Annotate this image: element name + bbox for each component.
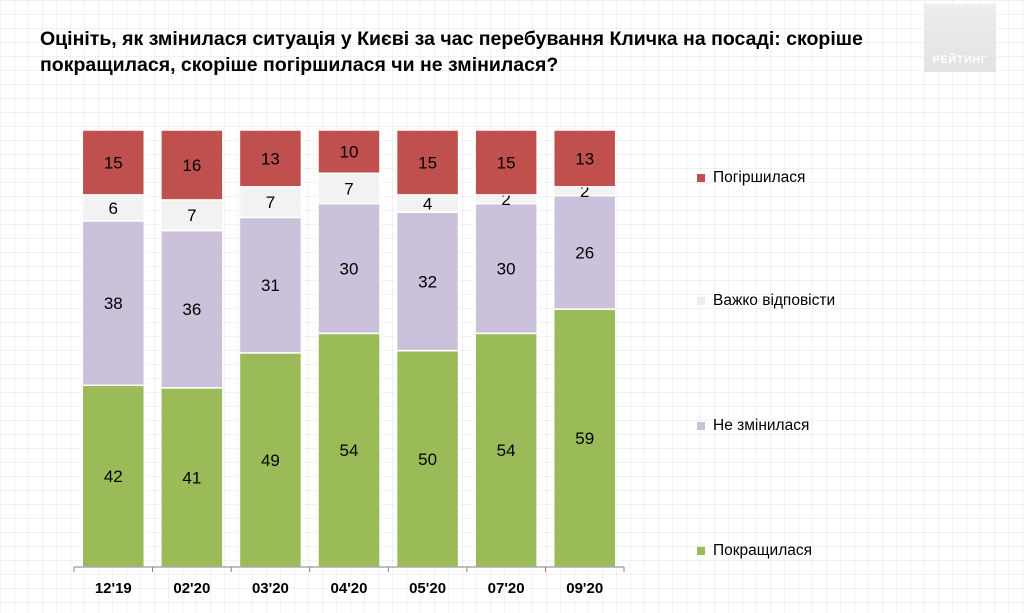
- data-label-improved-1: 41: [182, 468, 201, 487]
- legend-item-hard_to_say: Важко відповісти: [697, 291, 835, 311]
- data-label-worse-3: 10: [340, 143, 359, 162]
- bar-segment-improved-0: [81, 384, 146, 568]
- data-label-unchanged-1: 36: [182, 300, 201, 319]
- bar-segment-improved-4: [395, 349, 460, 568]
- data-label-improved-0: 42: [104, 467, 123, 486]
- data-label-worse-5: 15: [497, 153, 516, 172]
- data-label-hard_to_say-4: 4: [423, 195, 432, 214]
- bar-segment-unchanged-0: [81, 220, 146, 387]
- x-tick-label-3: 04'20: [331, 580, 368, 597]
- x-tick-label-4: 05'20: [409, 580, 446, 597]
- bar-segment-unchanged-6: [552, 194, 617, 310]
- x-tick-label-0: 12'19: [95, 580, 132, 597]
- data-label-improved-6: 59: [575, 429, 594, 448]
- legend-swatch-worse: [697, 174, 705, 182]
- data-label-unchanged-3: 30: [340, 259, 359, 278]
- legend-label-hard_to_say: Важко відповісти: [713, 292, 836, 309]
- data-label-hard_to_say-0: 6: [109, 199, 118, 218]
- bar-segment-improved-5: [474, 332, 538, 568]
- data-label-worse-1: 16: [182, 156, 201, 175]
- bar-segment-unchanged-2: [238, 216, 303, 354]
- page-title: Оцініть, як змінилася ситуація у Києві з…: [40, 28, 863, 76]
- legend-item-unchanged: Не змінилася: [697, 416, 809, 436]
- data-label-improved-2: 49: [261, 451, 280, 470]
- bar-segment-unchanged-3: [317, 202, 381, 335]
- x-tick-label-1: 02'20: [173, 580, 210, 597]
- bar-segment-worse-1: [160, 129, 224, 201]
- data-label-hard_to_say-3: 7: [344, 179, 353, 198]
- x-tick-label-6: 09'20: [566, 580, 603, 597]
- bar-segment-unchanged-1: [160, 229, 224, 389]
- legend-label-unchanged: Не змінилася: [713, 417, 810, 434]
- rating-logo: РЕЙТИНГ: [924, 4, 996, 72]
- data-label-hard_to_say-5: 2: [501, 190, 510, 209]
- bar-segment-worse-5: [474, 129, 538, 196]
- data-label-hard_to_say-1: 7: [187, 206, 196, 225]
- bar-segment-worse-6: [552, 129, 617, 188]
- data-label-hard_to_say-6: 2: [580, 182, 589, 201]
- legend-swatch-improved: [697, 547, 705, 555]
- data-label-worse-0: 15: [104, 153, 123, 172]
- legend-item-improved: Покращилася: [697, 541, 812, 561]
- data-label-unchanged-0: 38: [104, 294, 123, 313]
- data-label-worse-4: 15: [418, 153, 437, 172]
- data-label-improved-5: 54: [497, 441, 516, 460]
- legend-swatch-hard_to_say: [697, 297, 705, 305]
- data-label-worse-2: 13: [261, 149, 280, 168]
- legend-label-improved: Покращилася: [713, 542, 813, 559]
- x-tick-label-5: 07'20: [488, 580, 525, 597]
- bar-segment-improved-6: [552, 308, 617, 568]
- data-label-hard_to_say-2: 7: [266, 193, 275, 212]
- data-label-unchanged-5: 30: [497, 259, 516, 278]
- data-label-unchanged-6: 26: [575, 243, 594, 262]
- bar-segment-worse-2: [238, 129, 303, 188]
- data-label-unchanged-2: 31: [261, 276, 280, 295]
- data-label-unchanged-4: 32: [418, 272, 437, 291]
- legend-swatch-unchanged: [697, 422, 705, 430]
- bar-segment-worse-0: [81, 129, 146, 196]
- data-label-worse-6: 13: [575, 149, 594, 168]
- bar-segment-hard_to_say-1: [160, 199, 224, 232]
- logo-text: РЕЙТИНГ: [932, 54, 988, 66]
- data-label-improved-3: 54: [340, 441, 359, 460]
- bar-segment-worse-3: [317, 129, 381, 175]
- data-label-improved-4: 50: [418, 450, 437, 469]
- legend-item-worse: Погіршилася: [697, 168, 805, 188]
- x-tick-label-2: 03'20: [252, 580, 289, 597]
- bar-segment-unchanged-4: [395, 211, 460, 352]
- legend-label-worse: Погіршилася: [713, 169, 806, 186]
- bar-segment-hard_to_say-0: [81, 194, 146, 222]
- bar-segment-worse-4: [395, 129, 460, 196]
- bar-segment-hard_to_say-3: [317, 172, 381, 205]
- bar-segment-improved-2: [238, 352, 303, 568]
